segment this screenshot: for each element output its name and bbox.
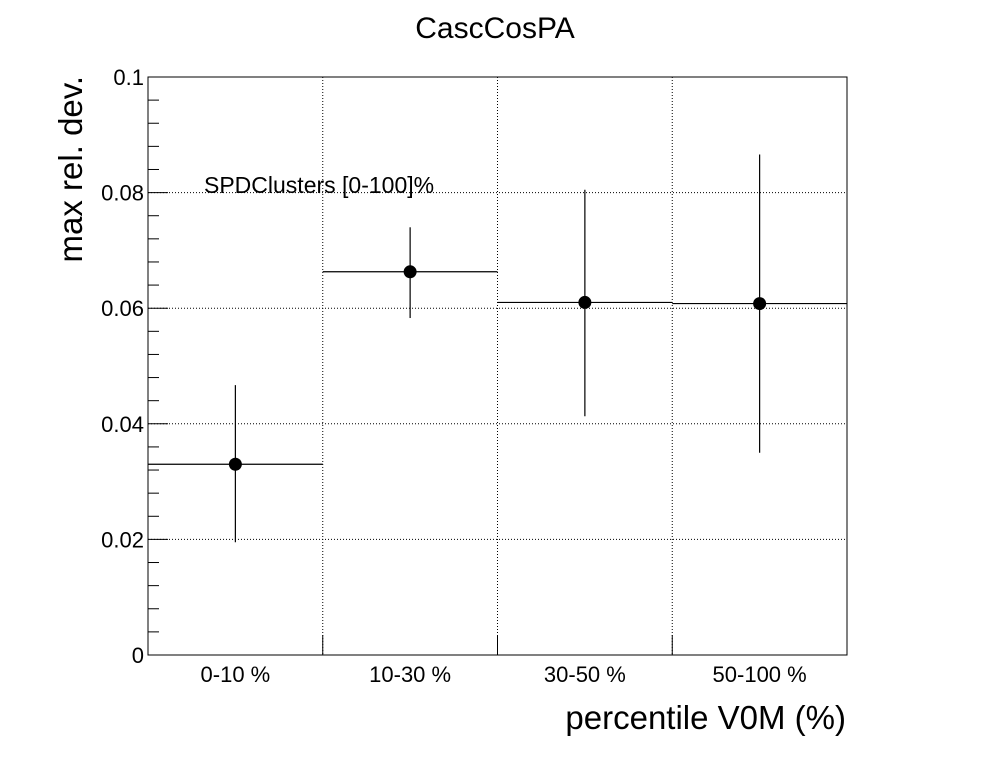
marker xyxy=(578,295,592,309)
marker xyxy=(753,297,767,311)
data-point xyxy=(672,154,847,453)
data-points xyxy=(148,154,847,543)
x-tick-label: 10-30 % xyxy=(369,662,451,687)
x-tick-label: 0-10 % xyxy=(201,662,271,687)
marker xyxy=(228,457,242,471)
chart-title: CascCosPA xyxy=(415,12,575,45)
data-point xyxy=(148,385,323,543)
annotation-label: SPDClusters [0-100]% xyxy=(204,172,434,198)
x-tick-label: 50-100 % xyxy=(713,662,807,687)
marker xyxy=(403,265,417,279)
y-axis-label: max rel. dev. xyxy=(52,76,89,262)
y-tick-label: 0.04 xyxy=(101,412,144,437)
y-axis-ticks: 0 0.02 0.04 0.06 0.08 0.1 xyxy=(101,65,168,668)
y-tick-label: 0 xyxy=(132,643,144,668)
x-tick-label: 30-50 % xyxy=(544,662,626,687)
y-tick-label: 0.06 xyxy=(101,296,144,321)
grid xyxy=(148,77,847,655)
y-tick-label: 0.08 xyxy=(101,181,144,206)
x-axis-label: percentile V0M (%) xyxy=(565,699,846,736)
y-tick-label: 0.02 xyxy=(101,527,144,552)
data-point xyxy=(322,227,498,319)
y-tick-label: 0.1 xyxy=(113,65,144,90)
x-axis-categories: 0-10 % 10-30 % 30-50 % 50-100 % xyxy=(147,635,848,687)
data-point xyxy=(497,189,673,417)
